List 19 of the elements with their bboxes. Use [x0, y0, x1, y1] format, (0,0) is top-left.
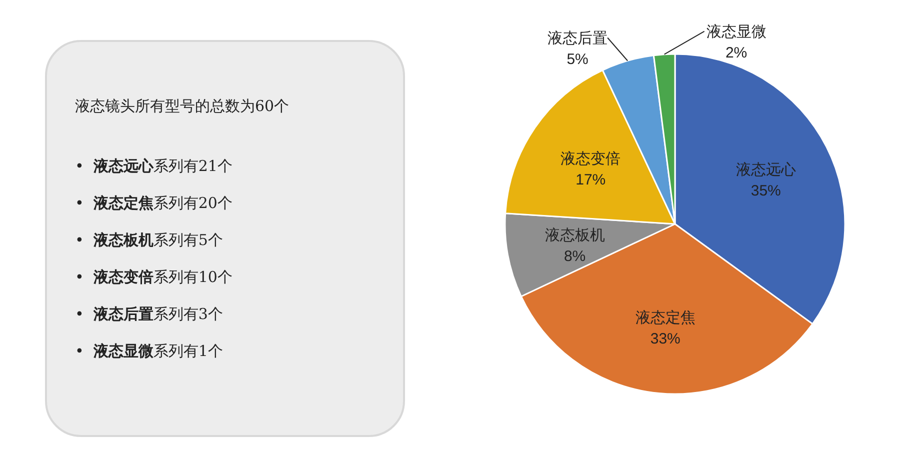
slice-label: 液态显微	[706, 22, 766, 40]
data-label: 8%	[564, 248, 586, 266]
text: • 液态显微系列有1个	[75, 342, 223, 360]
slice-label: 液态远心	[736, 160, 796, 179]
text: • 液态板机系列有5个	[75, 231, 223, 249]
slice-label: 液态变倍	[560, 150, 621, 168]
data-label: 33%	[650, 330, 680, 348]
text: • 液态远心系列有21个	[75, 157, 232, 175]
slice-label: 液态后置	[548, 28, 608, 47]
slice-label: 液态板机	[544, 226, 605, 244]
text: • 液态定焦系列有20个	[75, 194, 232, 212]
data-label: 2%	[725, 44, 748, 62]
text: 液态镜头所有型号的总数为60个	[75, 97, 290, 115]
text: • 液态变倍系列有10个	[75, 268, 232, 286]
data-label: 17%	[576, 172, 606, 189]
slice-label: 液态定焦	[635, 308, 696, 327]
text: • 液态后置系列有3个	[75, 305, 223, 323]
data-label: 35%	[750, 182, 781, 200]
data-label: 5%	[566, 50, 588, 68]
